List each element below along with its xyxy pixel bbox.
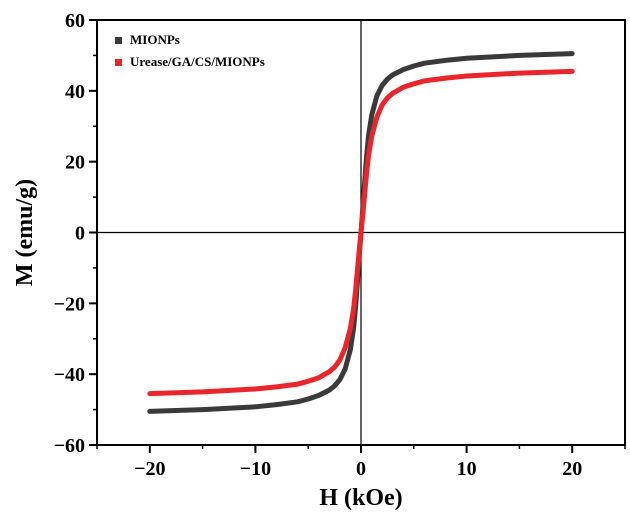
ticks-layer: −20 −10 0 10 20 −60 −40 −20 0 20 40 60 [54,10,626,480]
x-axis-title: H (kOe) [319,485,402,511]
x-tick-label: 10 [457,458,477,480]
x-tick-label: 20 [562,458,582,480]
plot-frame [96,19,626,446]
y-tick-label: −20 [54,293,85,315]
series-layer [147,51,575,414]
legend: MIONPs Urease/GA/CS/MIONPs [115,32,265,69]
y-tick-label: 40 [65,81,85,103]
y-tick-label: 20 [65,152,85,174]
series-line-urease-ga-cs-mionps [147,68,575,397]
x-tick-label: −20 [134,458,165,480]
legend-label: MIONPs [130,32,180,47]
y-axis-title: M (emu/g) [12,179,38,286]
x-tick-label: −10 [240,458,271,480]
legend-marker [115,59,122,66]
legend-marker [115,37,122,44]
legend-label: Urease/GA/CS/MIONPs [130,54,265,69]
y-tick-label: −40 [54,364,85,386]
x-tick-label: 0 [356,458,366,480]
y-tick-label: 0 [75,223,85,245]
y-tick-label: −60 [54,435,85,457]
y-tick-label: 60 [65,10,85,32]
